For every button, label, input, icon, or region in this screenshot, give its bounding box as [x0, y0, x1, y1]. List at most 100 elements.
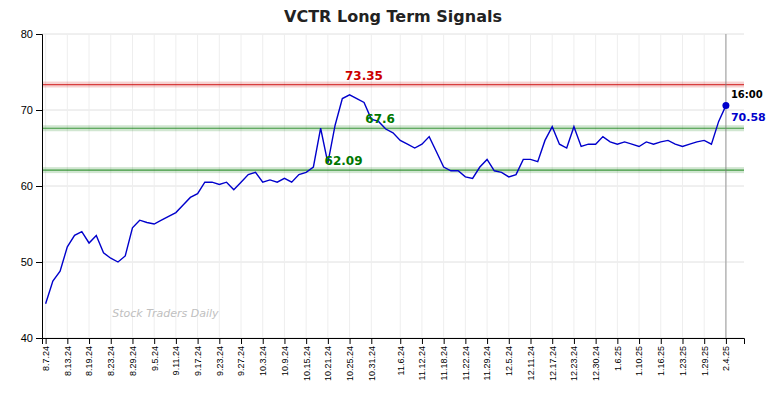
grid-line-x — [89, 34, 90, 338]
y-tick: 80 — [21, 28, 42, 40]
x-tick-mark — [465, 338, 466, 344]
reference-band — [42, 82, 744, 88]
grid-line-x — [197, 34, 198, 338]
x-tick: 11.29.24 — [482, 338, 492, 380]
x-tick-label: 1.23.25 — [678, 346, 688, 376]
x-tick: 8.7.24 — [41, 338, 51, 371]
x-tick-mark — [350, 338, 351, 344]
x-tick-mark — [617, 338, 618, 344]
y-tick: 40 — [21, 332, 42, 344]
y-tick: 50 — [21, 256, 42, 268]
x-tick-mark — [596, 338, 597, 344]
x-tick-label: 11.22.24 — [461, 346, 471, 380]
x-tick-mark — [111, 338, 112, 344]
x-tick-mark — [154, 338, 155, 344]
grid-line-x — [617, 34, 618, 338]
x-tick: 10.15.24 — [302, 338, 312, 381]
x-tick-mark — [487, 338, 488, 344]
x-tick: 8.19.24 — [84, 338, 94, 376]
reference-line — [42, 170, 744, 171]
x-tick-label: 9.23.24 — [215, 346, 225, 376]
x-tick-mark — [400, 338, 401, 344]
x-tick-mark — [306, 338, 307, 344]
x-tick-label: 1.29.25 — [700, 346, 710, 376]
x-tick-mark — [726, 338, 727, 344]
watermark: Stock Traders Daily — [112, 307, 219, 320]
grid — [42, 34, 744, 338]
y-tick-mark — [36, 110, 42, 111]
x-tick-label: 11.18.24 — [439, 346, 449, 380]
grid-line-x — [45, 34, 46, 338]
x-tick: 1.6.25 — [613, 338, 623, 371]
y-tick-label: 60 — [21, 180, 33, 192]
x-tick-mark — [241, 338, 242, 344]
x-tick: 11.12.24 — [417, 338, 427, 380]
grid-line-x — [306, 34, 307, 338]
y-tick-mark — [36, 186, 42, 187]
x-tick: 9.23.24 — [215, 338, 225, 376]
grid-line-x — [67, 34, 68, 338]
grid-line-x — [327, 34, 328, 338]
x-tick-label: 12.5.24 — [504, 346, 514, 376]
x-tick: 9.17.24 — [193, 338, 203, 376]
x-tick-label: 12.17.24 — [548, 346, 558, 381]
x-tick-mark — [132, 338, 133, 344]
x-tick-label: 8.23.24 — [106, 346, 116, 376]
x-tick-label: 10.21.24 — [323, 346, 333, 381]
reference-label: 62.09 — [325, 154, 363, 168]
x-tick: 11.22.24 — [461, 338, 471, 380]
grid-line-x — [284, 34, 285, 338]
last-time-label: 16:00 — [731, 89, 763, 100]
x-tick: 10.31.24 — [367, 338, 377, 381]
y-tick-label: 70 — [21, 104, 33, 116]
x-tick-mark — [509, 338, 510, 344]
x-tick-label: 8.29.24 — [128, 346, 138, 376]
x-tick-mark — [552, 338, 553, 344]
grid-line-x — [262, 34, 263, 338]
x-tick: 12.30.24 — [591, 338, 601, 381]
x-tick-label: 12.11.24 — [526, 346, 536, 380]
x-tick-mark — [284, 338, 285, 344]
x-tick-label: 11.6.24 — [396, 346, 406, 375]
x-tick-mark — [574, 338, 575, 344]
x-tick-label: 10.25.24 — [345, 346, 355, 381]
y-tick: 60 — [21, 180, 42, 192]
annotations: 73.3567.662.0916:0070.58Stock Traders Da… — [112, 69, 766, 320]
x-tick-label: 10.3.24 — [258, 346, 268, 376]
x-tick-label: 1.16.25 — [656, 346, 666, 376]
grid-line-x — [639, 34, 640, 338]
y-axis: 40 50 60 70 80 — [21, 28, 43, 344]
grid-line-x — [400, 34, 401, 338]
y-tick: 70 — [21, 104, 42, 116]
title: VCTR Long Term Signals — [284, 7, 502, 26]
x-tick: 10.21.24 — [323, 338, 333, 381]
grid-line-x — [487, 34, 488, 338]
y-tick-label: 80 — [21, 28, 33, 40]
x-tick: 1.29.25 — [700, 338, 710, 376]
chart: 8.7.24 8.13.24 8.19.24 8.23.24 8.29.24 9.5.24… — [0, 0, 784, 398]
reference-band — [42, 167, 744, 173]
x-tick-label: 9.17.24 — [193, 346, 203, 376]
grid-line-x — [552, 34, 553, 338]
x-tick: 2.4.25 — [721, 338, 731, 371]
x-tick: 8.13.24 — [63, 338, 73, 376]
x-tick-mark — [661, 338, 662, 344]
grid-line-x — [132, 34, 133, 338]
x-tick: 9.27.24 — [236, 338, 246, 376]
x-tick: 9.5.24 — [150, 338, 160, 371]
grid-line-x — [241, 34, 242, 338]
grid-line-x — [660, 34, 661, 338]
x-tick: 1.16.25 — [656, 338, 666, 376]
x-tick-label: 9.11.24 — [171, 346, 181, 375]
y-axis-line — [36, 35, 43, 339]
x-tick-mark — [67, 338, 68, 344]
grid-line-x — [508, 34, 509, 338]
x-tick: 10.9.24 — [280, 338, 290, 376]
grid-line-x — [443, 34, 444, 338]
x-tick: 8.23.24 — [106, 338, 116, 376]
x-tick-mark — [89, 338, 90, 344]
x-axis-line — [43, 339, 745, 345]
x-axis: 8.7.24 8.13.24 8.19.24 8.23.24 8.29.24 9.5.24… — [41, 338, 745, 381]
x-tick-label: 1.6.25 — [613, 346, 623, 371]
x-tick-mark — [704, 338, 705, 344]
